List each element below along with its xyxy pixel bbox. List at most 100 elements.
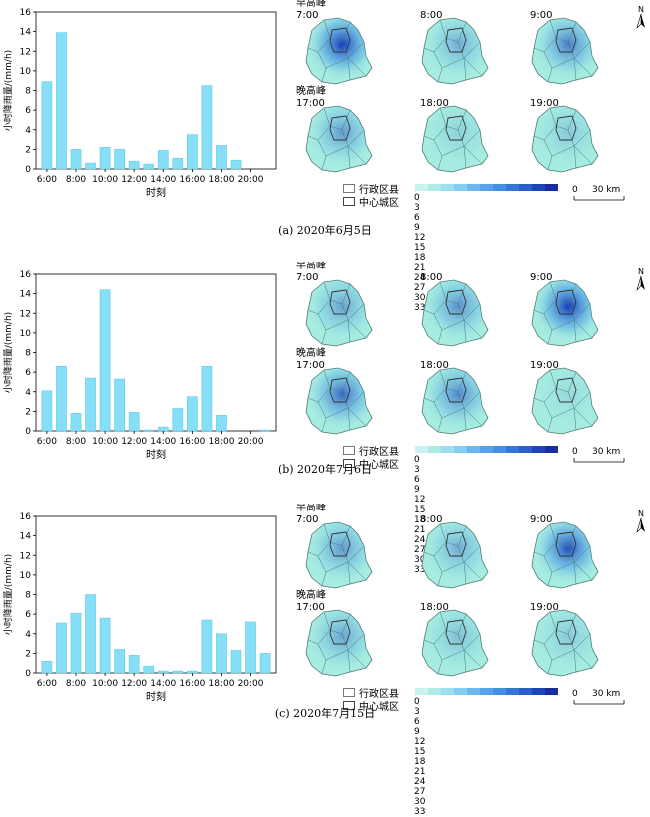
district-boundary — [347, 561, 367, 581]
x-tick-label: 12:00 — [121, 679, 147, 689]
north-label: N — [638, 267, 644, 276]
ramp-swatch — [480, 446, 493, 453]
district-boundary — [347, 649, 367, 669]
legend-district: 行政区县 — [343, 443, 399, 458]
bar — [99, 617, 111, 674]
district-boundary — [439, 523, 467, 547]
bar — [128, 412, 140, 432]
bar — [85, 377, 96, 432]
ramp-swatch — [519, 184, 532, 191]
plot-frame — [35, 11, 277, 170]
x-tick-label: 14:00 — [150, 175, 176, 185]
rainfall-map — [421, 105, 489, 173]
scale-label: 0 30 km — [572, 689, 620, 699]
center-city-boundary — [445, 531, 467, 557]
x-tick-label: 14:00 — [150, 437, 176, 447]
rainfall-map — [421, 17, 489, 85]
rainfall-bar-chart: 0 2 4 6 8 10 12 14 16 6:00 8:00 10:00 12:00 14:00 16:0… — [2, 8, 277, 199]
y-tick-label: 12 — [20, 309, 31, 319]
morning-peak-label: 早高峰 — [296, 262, 326, 271]
bar — [187, 396, 198, 432]
legend-center: 中心城区 — [343, 456, 399, 471]
district-boundary — [573, 319, 593, 339]
rainfall-map — [531, 521, 599, 589]
district-boundary — [323, 523, 351, 547]
north-label: N — [638, 5, 644, 14]
district-boundary — [463, 407, 483, 427]
legend-district: 行政区县 — [343, 181, 399, 196]
rainfall-map — [421, 609, 489, 677]
ramp-labels: 0 3 6 9 12 15 18 21 24 27 30 33 — [414, 455, 426, 575]
x-tick-label: 20:00 — [238, 175, 264, 185]
x-axis-label: 时刻 — [146, 186, 166, 199]
center-city-boundary — [329, 531, 351, 557]
north-arrow-half — [641, 14, 645, 28]
district-boundary — [347, 319, 367, 339]
x-tick-label: 8:00 — [66, 175, 86, 185]
bar — [114, 149, 125, 170]
bar — [70, 149, 82, 170]
figure-panel: 0 2 4 6 8 10 12 14 16 6:00 8:00 10:00 12:00 14:00 16:0… — [0, 0, 650, 313]
map-time-label: 19:00 — [530, 602, 559, 613]
ramp-swatch — [415, 688, 428, 695]
y-tick-label: 4 — [25, 126, 31, 136]
district-boundary — [549, 611, 577, 635]
ramp-swatch — [467, 688, 480, 695]
bar — [259, 429, 271, 432]
bar — [128, 655, 140, 674]
district-boundary — [573, 145, 593, 165]
ramp-swatch — [480, 688, 493, 695]
center-city-boundary — [445, 115, 467, 141]
rainfall-map — [305, 367, 373, 435]
bar — [85, 162, 96, 170]
ramp-swatch — [506, 688, 519, 695]
y-tick-label: 0 — [25, 669, 31, 679]
rainfall-map — [305, 279, 373, 347]
bar — [128, 160, 140, 170]
rainfall-map — [421, 367, 489, 435]
scale-label: 0 30 km — [572, 447, 620, 457]
bar — [143, 429, 155, 432]
map-time-label: 17:00 — [296, 98, 325, 109]
x-axis-label: 时刻 — [146, 448, 166, 461]
ramp-swatch — [441, 446, 454, 453]
district-boundary — [549, 523, 577, 547]
rainfall-shading — [422, 106, 488, 172]
north-arrow-half — [636, 517, 642, 534]
map-time-label: 18:00 — [420, 360, 449, 371]
district-boundary — [573, 561, 593, 581]
ramp-swatch — [454, 446, 467, 453]
y-tick-label: 16 — [20, 270, 32, 280]
x-tick-label: 6:00 — [37, 679, 57, 689]
bar — [216, 415, 227, 432]
district-boundary — [463, 649, 483, 669]
north-arrow-half — [636, 275, 642, 292]
x-tick-label: 8:00 — [66, 437, 86, 447]
center-city-boundary — [329, 115, 351, 141]
color-ramp — [415, 688, 558, 695]
district-boundary — [323, 281, 351, 305]
evening-peak-label: 晚高峰 — [296, 346, 326, 359]
rainfall-shading — [306, 522, 372, 588]
x-tick-label: 6:00 — [37, 437, 57, 447]
ramp-swatch — [467, 446, 480, 453]
district-boundary — [439, 611, 467, 635]
ramp-swatch — [506, 184, 519, 191]
rainfall-shading — [532, 18, 598, 84]
north-arrow-icon: N — [636, 5, 645, 30]
bar — [85, 594, 96, 674]
map-time-label: 17:00 — [296, 602, 325, 613]
x-tick-label: 16:00 — [179, 679, 205, 689]
ramp-swatch — [493, 446, 506, 453]
bar — [230, 650, 242, 674]
ramp-swatch — [545, 184, 558, 191]
rainfall-shading — [532, 280, 598, 346]
map-time-label: 7:00 — [296, 10, 318, 21]
evening-peak-label: 晚高峰 — [296, 84, 326, 97]
bar — [41, 81, 53, 170]
scale-bar: 0 30 km — [572, 185, 625, 201]
scale-bar: 0 30 km — [572, 447, 625, 463]
morning-peak-label: 早高峰 — [296, 504, 326, 513]
ramp-swatch — [428, 688, 441, 695]
